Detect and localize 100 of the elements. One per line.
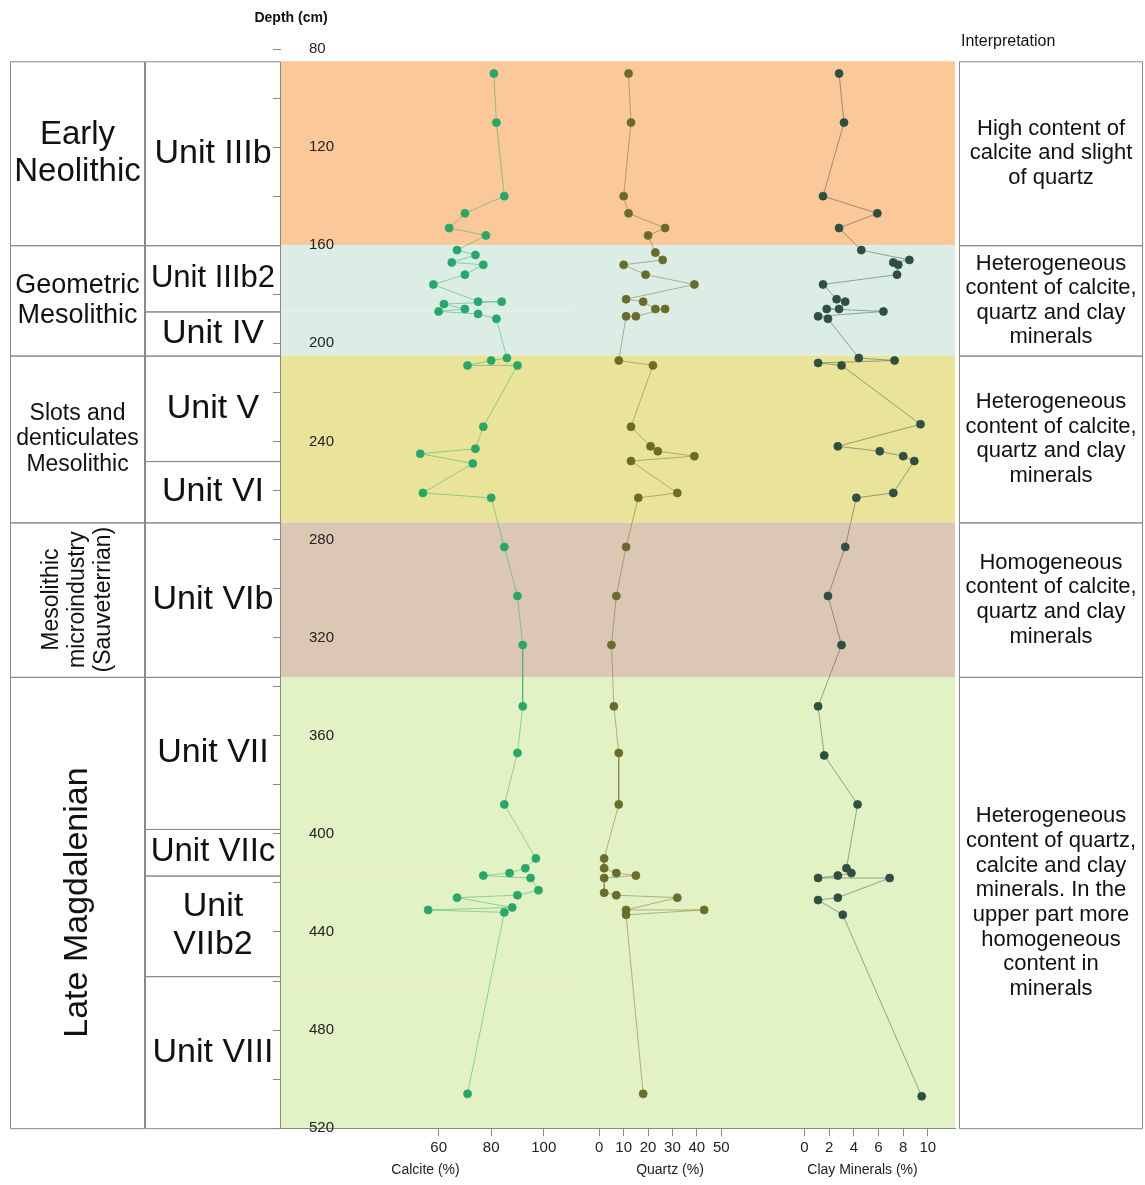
point [633, 493, 643, 503]
point [833, 441, 843, 451]
point [837, 361, 846, 370]
point [418, 488, 428, 498]
text: Mesolithic microindustry (Sauveterrian) [37, 526, 115, 673]
band-label: Unit V [166, 386, 260, 425]
point [879, 307, 888, 316]
point [599, 863, 609, 873]
point [839, 118, 849, 127]
point [619, 191, 629, 201]
point [607, 640, 616, 650]
band-label: Unit IIIb2 [150, 258, 276, 294]
point [650, 304, 660, 314]
y-tick-label: 80 [309, 39, 326, 57]
point [893, 260, 903, 270]
x-tick-label: 10 [615, 1138, 632, 1156]
point [463, 1089, 472, 1099]
point [842, 863, 851, 873]
band-label: Heterogeneous content of calcite, quartz and clay minerals [965, 249, 1137, 349]
point [872, 208, 882, 218]
band-label: Unit VI [161, 470, 265, 509]
point [439, 299, 449, 309]
y-tick-label: 280 [309, 529, 335, 547]
point [471, 250, 480, 260]
y-tick-label: 320 [309, 627, 335, 645]
point [909, 456, 919, 466]
x-tick-label: 2 [825, 1138, 834, 1156]
point [473, 309, 483, 319]
point [520, 863, 530, 873]
point [614, 356, 624, 365]
point [813, 311, 823, 321]
point [624, 69, 633, 78]
point [513, 748, 522, 758]
point [428, 280, 438, 289]
band-label: Unit VII [157, 731, 269, 770]
point [646, 441, 655, 451]
point [638, 297, 648, 307]
band-label: Unit VIb [152, 578, 274, 617]
y-axis-title: Depth (cm) [254, 8, 328, 25]
point [486, 356, 496, 365]
point [599, 873, 609, 883]
point [840, 542, 850, 552]
point [499, 542, 509, 552]
x-tick-label: 0 [595, 1138, 604, 1156]
point [468, 459, 478, 468]
point [833, 871, 843, 880]
point [518, 701, 528, 711]
point [885, 873, 895, 883]
point [813, 895, 823, 905]
point [624, 208, 633, 218]
y-tick-label: 400 [309, 824, 335, 842]
point [492, 314, 501, 324]
point [460, 208, 470, 218]
point [497, 297, 507, 307]
band-label: Unit IV [161, 311, 265, 350]
point [875, 446, 885, 456]
band-label: Unit VIIc [150, 831, 276, 869]
point [447, 257, 457, 267]
point [819, 750, 829, 760]
band-label: High content of calcite and slight of quartz [969, 114, 1133, 189]
point [834, 69, 844, 78]
x-tick-label: 6 [874, 1138, 883, 1156]
point [599, 888, 609, 898]
point [660, 223, 670, 233]
point [471, 444, 480, 454]
point [699, 905, 709, 915]
point [505, 868, 514, 878]
point [434, 307, 444, 316]
point [689, 280, 699, 289]
point [513, 890, 522, 900]
y-tick-label: 520 [309, 1118, 335, 1136]
point [473, 297, 483, 307]
text: Interpretation [961, 32, 1056, 50]
point [452, 893, 462, 903]
y-tick-label: 480 [309, 1020, 335, 1038]
y-tick-label: 360 [309, 725, 335, 743]
point [653, 446, 663, 456]
point [486, 493, 496, 503]
point [621, 542, 631, 552]
point [672, 488, 682, 498]
point [834, 223, 844, 233]
point [611, 890, 621, 900]
x-axis-title: Calcite (%) [391, 1161, 460, 1178]
point [611, 591, 621, 601]
point [823, 591, 833, 601]
point [609, 701, 619, 711]
x-tick-label: 20 [639, 1138, 657, 1156]
band-label: Unit VIII [152, 1030, 274, 1069]
point [513, 361, 522, 370]
point [631, 311, 641, 321]
point [813, 701, 823, 711]
y-tick-label: 200 [309, 333, 335, 351]
point [534, 885, 543, 895]
point [904, 255, 914, 265]
point [626, 456, 636, 466]
point [463, 361, 472, 370]
point [840, 297, 850, 307]
point [460, 270, 470, 280]
point [660, 304, 670, 314]
point [513, 591, 522, 601]
